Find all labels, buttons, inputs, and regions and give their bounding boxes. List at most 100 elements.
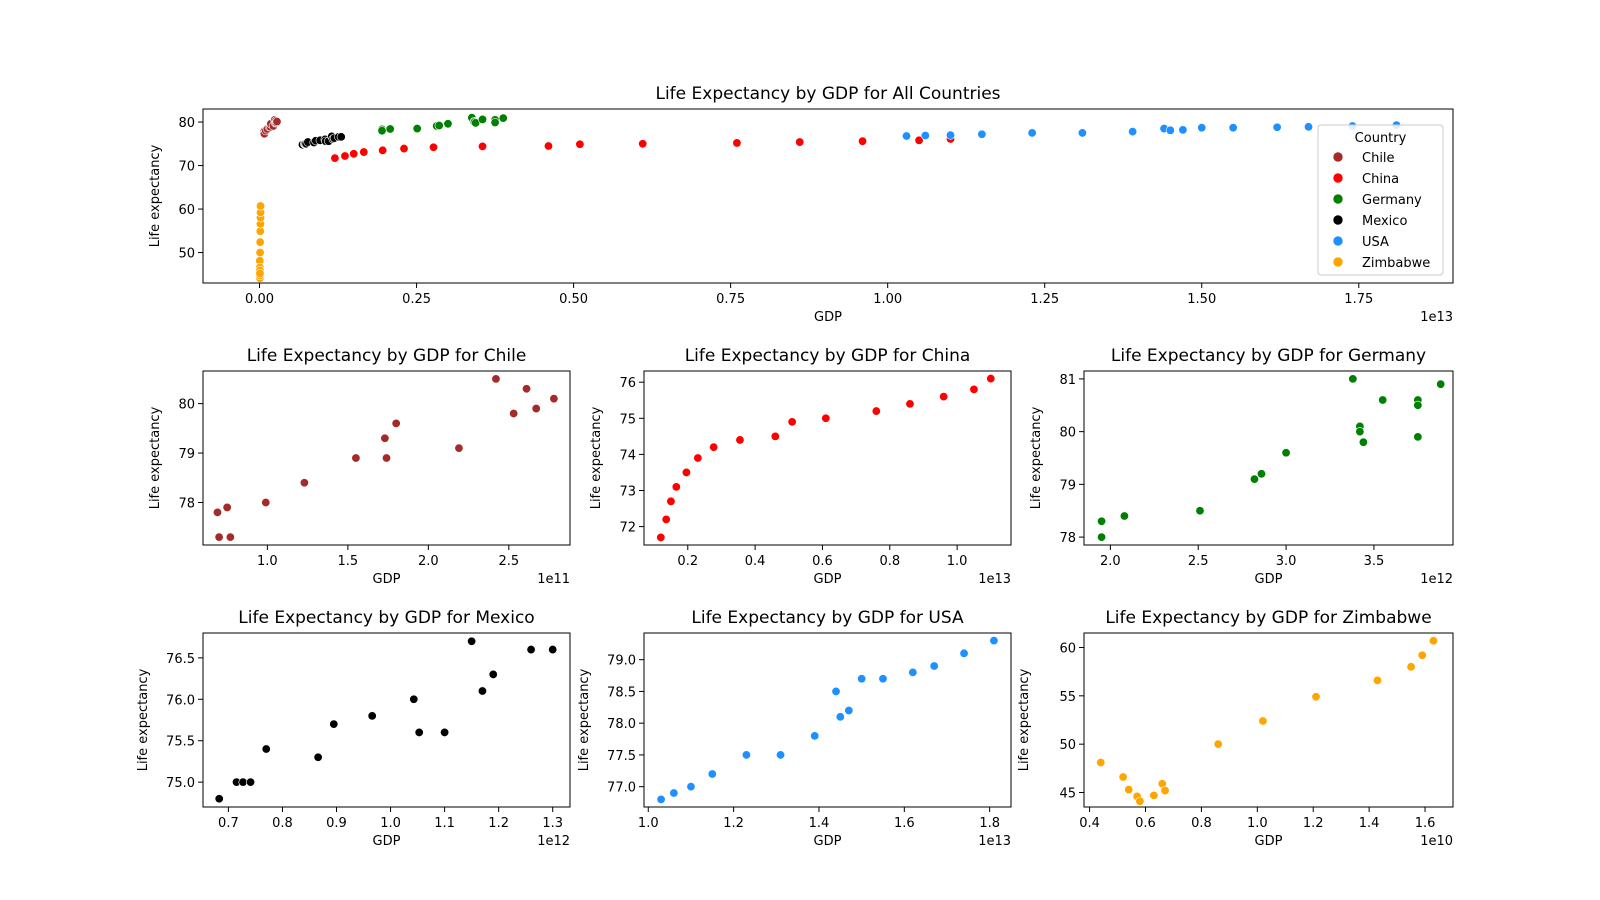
chart-panel-chile: Life Expectancy by GDP for Chile 1.0 1.5 2.…	[148, 346, 571, 587]
data-point-mexico	[526, 645, 536, 655]
data-point-germany	[1413, 400, 1423, 410]
y-tick-label: 80	[178, 398, 195, 413]
data-point-usa	[1027, 128, 1037, 138]
y-tick-label: 55	[1059, 690, 1076, 705]
data-point-mexico	[414, 727, 424, 737]
data-point-mexico	[261, 744, 271, 754]
legend-label-mexico: Mexico	[1362, 214, 1407, 229]
data-point-usa	[707, 769, 717, 779]
data-point-usa	[1128, 127, 1138, 137]
x-axis-offset-label: 1e13	[1420, 310, 1453, 325]
data-point-chile	[491, 374, 501, 384]
y-tick-label: 77.0	[607, 781, 636, 796]
x-tick-label: 1.0	[380, 816, 401, 831]
legend-marker-germany	[1332, 193, 1344, 205]
data-point-zimbabwe	[1160, 786, 1170, 796]
data-point-china	[732, 138, 742, 148]
x-tick-label: 0.00	[245, 292, 274, 307]
data-point-usa	[831, 686, 841, 696]
data-point-mexico	[409, 694, 419, 704]
data-point-usa	[741, 750, 751, 760]
data-point-usa	[669, 788, 679, 798]
x-tick-label: 1.1	[434, 816, 455, 831]
data-point-china	[378, 145, 388, 155]
x-axis-label: GDP	[1255, 572, 1283, 587]
data-point-germany	[434, 121, 444, 131]
data-point-zimbabwe	[1417, 650, 1427, 660]
legend-marker-chile	[1332, 151, 1344, 163]
data-point-china	[399, 144, 409, 154]
data-point-zimbabwe	[256, 201, 266, 211]
legend-box	[1317, 124, 1444, 276]
data-point-usa	[878, 674, 888, 684]
x-tick-label: 1.2	[1303, 816, 1324, 831]
data-point-china	[858, 136, 868, 146]
legend-label-china: China	[1362, 172, 1399, 187]
plot-area-frame	[202, 632, 571, 808]
data-point-china	[359, 147, 369, 157]
data-point-germany	[377, 126, 387, 136]
y-tick-label: 76	[619, 376, 636, 391]
data-point-zimbabwe	[1096, 758, 1106, 768]
x-tick-label: 1.4	[809, 816, 830, 831]
data-point-chile	[261, 497, 271, 507]
data-point-germany	[412, 124, 422, 134]
x-tick-label: 1.0	[947, 554, 968, 569]
chart-panel-all: Life Expectancy by GDP for All Countries…	[148, 84, 1454, 325]
x-axis-offset-label: 1e12	[537, 834, 570, 849]
data-point-usa	[656, 794, 666, 804]
data-point-china	[661, 514, 671, 524]
x-tick-label: 2.5	[1188, 554, 1209, 569]
legend-label-usa: USA	[1362, 235, 1389, 250]
y-tick-label: 75	[619, 412, 636, 427]
data-point-usa	[686, 782, 696, 792]
data-point-usa	[810, 731, 820, 741]
data-point-china	[671, 482, 681, 492]
data-point-china	[693, 453, 703, 463]
data-point-usa	[1165, 125, 1175, 135]
x-tick-label: 1.6	[1415, 816, 1436, 831]
data-point-china	[478, 141, 488, 151]
data-point-germany	[490, 117, 500, 127]
data-point-china	[330, 153, 340, 163]
x-tick-label: 3.5	[1364, 554, 1385, 569]
x-axis-offset-label: 1e13	[978, 834, 1011, 849]
data-point-usa	[1272, 122, 1282, 132]
x-tick-label: 1.50	[1187, 292, 1216, 307]
data-point-usa	[857, 674, 867, 684]
data-point-germany	[1436, 379, 1446, 389]
x-tick-label: 0.8	[1191, 816, 1212, 831]
x-axis-label: GDP	[373, 572, 401, 587]
y-tick-label: 73	[619, 484, 636, 499]
data-point-mexico	[477, 686, 487, 696]
x-tick-label: 0.8	[272, 816, 293, 831]
chart-title: Life Expectancy by GDP for Mexico	[238, 608, 534, 628]
data-point-china	[681, 467, 691, 477]
data-point-mexico	[367, 711, 377, 721]
chart-title: Life Expectancy by GDP for USA	[691, 608, 964, 628]
x-axis-label: GDP	[814, 572, 842, 587]
data-point-chile	[549, 394, 559, 404]
data-point-germany	[1413, 432, 1423, 442]
data-point-usa	[920, 131, 930, 141]
data-point-zimbabwe	[1118, 772, 1128, 782]
legend-marker-mexico	[1332, 214, 1344, 226]
data-point-china	[656, 532, 666, 542]
data-point-china	[914, 135, 924, 145]
x-tick-label: 1.25	[1030, 292, 1059, 307]
chart-panel-mexico: Life Expectancy by GDP for Mexico 0.7 0.8 0…	[136, 608, 571, 849]
x-axis-offset-label: 1e11	[537, 572, 570, 587]
x-tick-label: 1.6	[894, 816, 915, 831]
y-tick-label: 60	[1059, 642, 1076, 657]
chart-panel-usa: Life Expectancy by GDP for USA 1.0 1.2 1.4 1…	[577, 608, 1012, 849]
y-axis-label: Life expectancy	[148, 406, 163, 509]
y-tick-label: 50	[1059, 738, 1076, 753]
data-point-china	[575, 139, 585, 149]
data-point-germany	[1097, 532, 1107, 542]
data-point-chile	[272, 117, 282, 127]
x-tick-label: 1.2	[488, 816, 509, 831]
plot-area-frame	[202, 108, 1454, 284]
x-tick-label: 1.75	[1344, 292, 1373, 307]
data-point-germany	[1097, 516, 1107, 526]
